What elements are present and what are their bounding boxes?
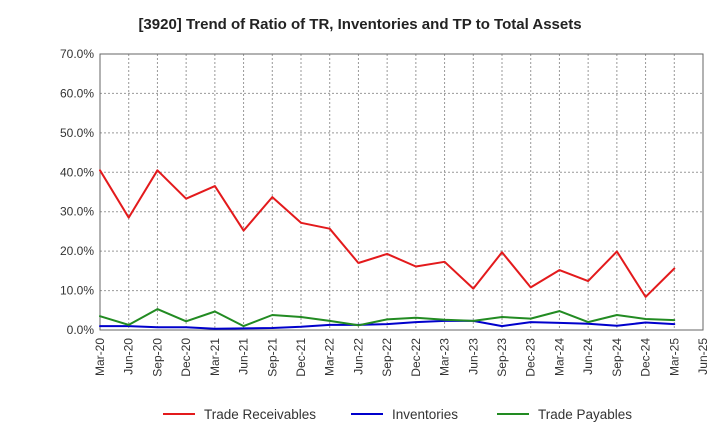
x-tick-label: Dec-23 bbox=[524, 338, 538, 377]
plot-frame bbox=[99, 53, 704, 331]
legend: Trade Receivables Inventories Trade Payabl… bbox=[163, 407, 632, 422]
y-tick-label: 0.0% bbox=[67, 323, 95, 337]
x-tick-label: Sep-22 bbox=[380, 338, 394, 377]
x-tick-label: Mar-20 bbox=[93, 338, 107, 376]
x-tick-label: Jun-20 bbox=[122, 338, 136, 375]
x-tick-label: Dec-21 bbox=[294, 338, 308, 377]
x-tick-label: Sep-21 bbox=[265, 338, 279, 377]
y-tick-label: 30.0% bbox=[60, 205, 94, 219]
series-line bbox=[99, 319, 676, 330]
y-axis-ticks: 0.0% 10.0% 20.0% 30.0% 40.0% 50.0% 60.0% 70.0% bbox=[60, 47, 94, 337]
x-tick-label: Sep-24 bbox=[610, 338, 624, 377]
legend-label: Trade Receivables bbox=[204, 407, 316, 422]
x-tick-label: Mar-22 bbox=[323, 338, 337, 376]
x-tick-label: Mar-24 bbox=[552, 338, 566, 376]
y-tick-label: 20.0% bbox=[60, 244, 94, 258]
grid bbox=[100, 53, 703, 330]
legend-label: Trade Payables bbox=[538, 407, 632, 422]
x-tick-label: Jun-22 bbox=[351, 338, 365, 375]
series-line bbox=[99, 169, 676, 298]
legend-label: Inventories bbox=[392, 407, 458, 422]
x-tick-label: Jun-21 bbox=[237, 338, 251, 375]
x-tick-label: Mar-23 bbox=[438, 338, 452, 376]
x-tick-label: Jun-23 bbox=[466, 338, 480, 375]
x-tick-label: Jun-25 bbox=[696, 338, 710, 375]
x-tick-label: Sep-20 bbox=[150, 338, 164, 377]
x-tick-label: Dec-20 bbox=[179, 338, 193, 377]
x-tick-label: Jun-24 bbox=[581, 338, 595, 375]
y-tick-label: 50.0% bbox=[60, 126, 94, 140]
y-tick-label: 10.0% bbox=[60, 284, 94, 298]
x-tick-label: Mar-21 bbox=[208, 338, 222, 376]
y-tick-label: 70.0% bbox=[60, 47, 94, 61]
chart-title: [3920] Trend of Ratio of TR, Inventories… bbox=[138, 16, 582, 33]
x-axis-ticks: Mar-20 Jun-20 Sep-20 Dec-20 Mar-21 Jun-21 Sep-… bbox=[93, 338, 710, 377]
series-lines bbox=[99, 169, 676, 330]
x-tick-label: Dec-24 bbox=[639, 338, 653, 377]
y-tick-label: 60.0% bbox=[60, 86, 94, 100]
x-tick-label: Dec-22 bbox=[409, 338, 423, 377]
x-tick-label: Sep-23 bbox=[495, 338, 509, 377]
series-line bbox=[99, 308, 676, 328]
y-tick-label: 40.0% bbox=[60, 165, 94, 179]
x-tick-label: Mar-25 bbox=[667, 338, 681, 376]
